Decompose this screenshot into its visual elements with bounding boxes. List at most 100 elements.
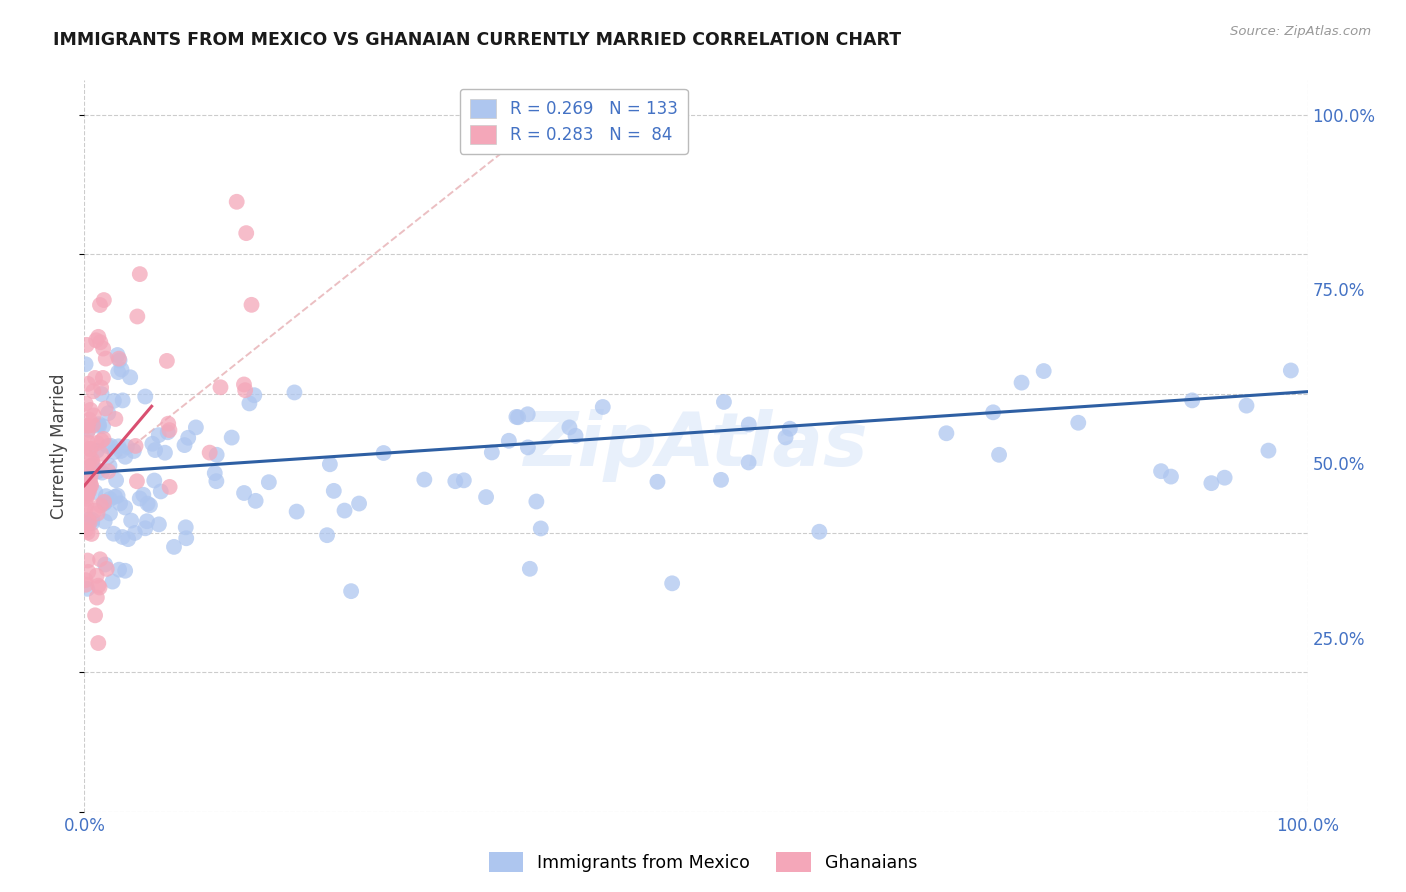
Point	[322, 483, 344, 498]
Point	[125, 475, 148, 489]
Point	[79, 516, 101, 530]
Point	[204, 466, 226, 480]
Point	[83, 503, 105, 517]
Point	[76, 376, 98, 391]
Point	[738, 417, 761, 432]
Point	[779, 422, 801, 436]
Point	[516, 441, 538, 455]
Point	[508, 410, 530, 425]
Point	[84, 485, 107, 500]
Point	[91, 342, 114, 356]
Point	[77, 513, 100, 527]
Point	[108, 563, 131, 577]
Point	[136, 514, 159, 528]
Point	[209, 380, 232, 394]
Point	[94, 351, 117, 366]
Point	[107, 489, 129, 503]
Point	[128, 491, 150, 506]
Point	[1181, 393, 1204, 408]
Point	[122, 444, 145, 458]
Point	[283, 385, 305, 400]
Point	[80, 478, 103, 492]
Point	[114, 500, 136, 515]
Point	[98, 492, 121, 507]
Point	[1032, 364, 1054, 378]
Point	[104, 412, 127, 426]
Point	[76, 553, 98, 567]
Text: ZipAtlas: ZipAtlas	[523, 409, 869, 483]
Point	[233, 383, 256, 397]
Point	[76, 488, 98, 502]
Point	[79, 471, 101, 485]
Point	[100, 439, 122, 453]
Point	[93, 496, 115, 510]
Point	[94, 489, 117, 503]
Point	[91, 371, 114, 385]
Point	[90, 434, 112, 448]
Text: Source: ZipAtlas.com: Source: ZipAtlas.com	[1230, 25, 1371, 38]
Point	[75, 578, 97, 592]
Point	[89, 581, 111, 595]
Point	[205, 474, 228, 488]
Point	[1213, 471, 1236, 485]
Point	[76, 425, 98, 440]
Point	[221, 431, 243, 445]
Point	[93, 432, 115, 446]
Point	[86, 436, 108, 450]
Point	[524, 494, 547, 508]
Point	[93, 515, 115, 529]
Point	[516, 407, 538, 421]
Point	[77, 423, 100, 437]
Point	[136, 497, 159, 511]
Point	[481, 445, 503, 459]
Point	[124, 525, 146, 540]
Point	[76, 525, 98, 540]
Point	[83, 409, 105, 423]
Point	[96, 562, 118, 576]
Point	[77, 442, 100, 456]
Point	[75, 498, 97, 512]
Point	[198, 445, 221, 459]
Point	[76, 418, 98, 433]
Point	[257, 475, 280, 490]
Point	[80, 527, 103, 541]
Point	[1150, 464, 1173, 478]
Point	[108, 351, 131, 366]
Point	[316, 528, 339, 542]
Point	[120, 370, 142, 384]
Point	[77, 483, 100, 498]
Point	[333, 503, 356, 517]
Point	[79, 403, 101, 417]
Point	[110, 362, 132, 376]
Point	[75, 573, 97, 587]
Point	[90, 387, 112, 401]
Point	[77, 565, 100, 579]
Point	[75, 396, 97, 410]
Point	[240, 298, 263, 312]
Point	[1067, 416, 1090, 430]
Point	[120, 514, 142, 528]
Point	[87, 636, 110, 650]
Point	[737, 455, 759, 469]
Point	[108, 353, 131, 368]
Point	[149, 484, 172, 499]
Point	[148, 517, 170, 532]
Point	[93, 496, 115, 510]
Point	[91, 419, 114, 434]
Point	[114, 450, 136, 464]
Point	[75, 357, 97, 371]
Point	[808, 524, 831, 539]
Point	[111, 393, 134, 408]
Point	[82, 458, 104, 473]
Point	[77, 486, 100, 500]
Point	[981, 405, 1004, 419]
Point	[530, 521, 553, 535]
Point	[90, 499, 112, 513]
Legend: R = 0.269   N = 133, R = 0.283   N =  84: R = 0.269 N = 133, R = 0.283 N = 84	[460, 88, 688, 153]
Point	[373, 446, 395, 460]
Point	[233, 377, 256, 392]
Point	[128, 267, 150, 281]
Point	[89, 552, 111, 566]
Point	[107, 348, 129, 362]
Point	[564, 429, 586, 443]
